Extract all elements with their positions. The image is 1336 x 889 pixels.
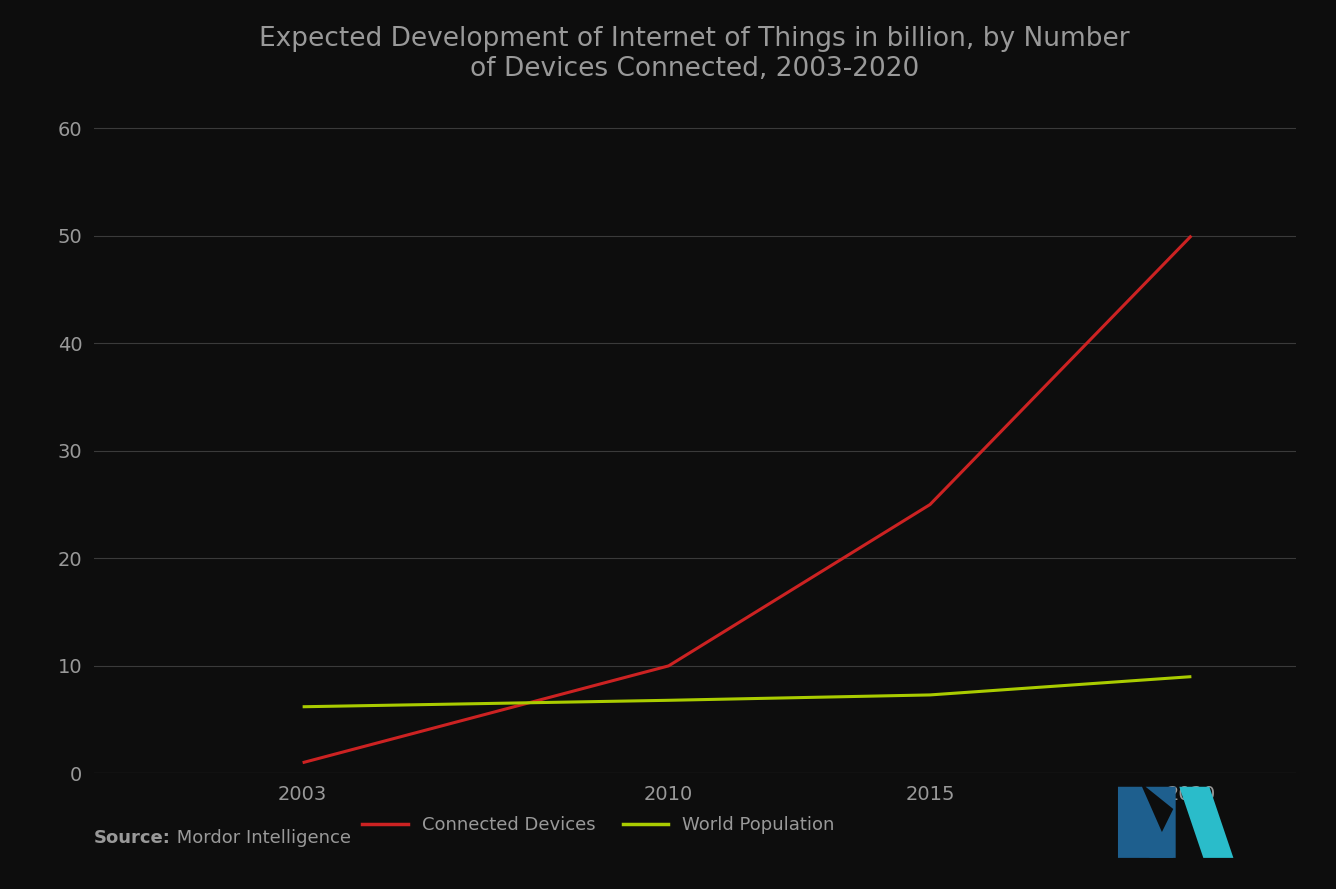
Legend: Connected Devices, World Population: Connected Devices, World Population bbox=[355, 809, 842, 841]
Title: Expected Development of Internet of Things in billion, by Number
of Devices Conn: Expected Development of Internet of Thin… bbox=[259, 26, 1130, 82]
Text: Source:: Source: bbox=[94, 829, 171, 846]
Polygon shape bbox=[1180, 787, 1233, 858]
Polygon shape bbox=[1145, 787, 1176, 858]
Text: Mordor Intelligence: Mordor Intelligence bbox=[171, 829, 351, 846]
Polygon shape bbox=[1118, 787, 1173, 858]
